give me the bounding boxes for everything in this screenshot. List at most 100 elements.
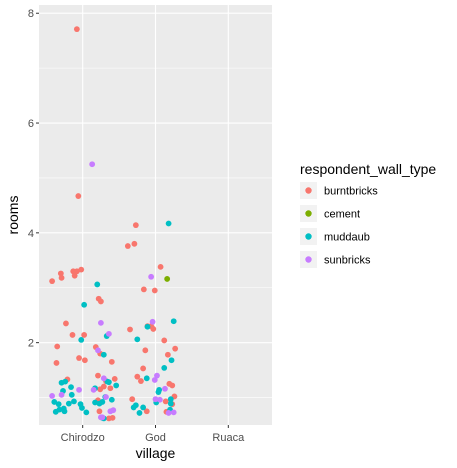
data-point-muddaub [113,382,120,389]
data-point-muddaub [168,357,175,364]
data-point-burntbricks [53,360,60,366]
legend-label-burntbricks: burntbricks [324,186,378,198]
data-point-burntbricks [111,375,118,382]
data-point-burntbricks [131,240,138,247]
data-point-sunbricks [165,410,172,416]
data-point-burntbricks [107,385,114,392]
data-point-sunbricks [49,393,56,399]
data-point-sunbricks [89,161,96,168]
y-axis-title: rooms [5,196,21,235]
data-point-burntbricks [95,295,102,302]
data-point-sunbricks [170,409,177,416]
data-point-muddaub [134,336,141,343]
data-point-muddaub [155,389,162,395]
data-points [49,26,179,422]
data-point-muddaub [92,399,98,406]
data-point-burntbricks [70,268,77,275]
data-point-cement [164,276,171,282]
data-point-muddaub [167,396,174,403]
data-point-burntbricks [150,326,157,332]
data-point-burntbricks [81,332,88,338]
data-point-sunbricks [58,391,65,398]
y-tick-label: 4 [28,228,34,240]
data-point-muddaub [51,399,58,405]
data-point-burntbricks [132,222,139,229]
data-point-burntbricks [54,343,61,350]
data-point-muddaub [167,400,174,407]
data-point-sunbricks [148,273,155,280]
data-point-muddaub [61,408,68,415]
data-point-muddaub [52,408,59,415]
data-point-burntbricks [172,345,179,352]
y-axis-ticks: 2 4 6 8 [28,8,39,350]
data-point-burntbricks [63,320,69,327]
data-point-muddaub [130,404,137,411]
data-point-muddaub [55,401,62,408]
data-point-burntbricks [129,396,136,403]
data-point-sunbricks [90,386,97,393]
data-point-sunbricks [110,407,117,414]
data-point-muddaub [94,281,101,288]
data-point-sunbricks [152,396,159,403]
data-point-sunbricks [156,396,163,403]
y-tick-label: 8 [28,8,34,20]
data-point-burntbricks [134,373,141,380]
data-point-muddaub [71,398,77,405]
data-point-burntbricks [78,266,85,273]
data-point-burntbricks [100,383,107,390]
data-point-muddaub [62,378,69,385]
data-point-muddaub [144,323,151,330]
data-point-muddaub [81,301,88,308]
legend-key-cement [305,210,312,217]
data-point-muddaub [161,365,168,371]
data-point-sunbricks [97,319,104,326]
data-point-burntbricks [73,26,80,33]
data-point-muddaub [170,318,177,325]
data-point-sunbricks [154,372,160,379]
legend-label-cement: cement [324,209,360,221]
x-tick-label: Chirodzo [61,432,105,444]
data-point-burntbricks [151,287,158,294]
data-point-burntbricks [138,378,144,384]
data-point-muddaub [165,220,172,227]
data-point-muddaub [140,404,147,411]
data-point-burntbricks [164,351,171,358]
legend: burntbricks cement muddaub sunbricks [300,182,378,268]
legend-label-sunbricks: sunbricks [324,255,371,267]
legend-label-muddaub: muddaub [324,232,370,244]
data-point-sunbricks [97,414,104,421]
data-point-burntbricks [75,193,82,199]
data-point-sunbricks [103,394,109,400]
data-point-muddaub [108,396,115,403]
data-point-burntbricks [71,272,78,279]
data-point-burntbricks [142,347,149,354]
legend-key-muddaub [305,233,312,240]
data-point-burntbricks [108,358,115,365]
data-point-burntbricks [140,286,147,293]
data-point-muddaub [78,337,85,343]
data-point-sunbricks [149,318,156,325]
data-point-muddaub [136,410,143,416]
data-point-muddaub [143,375,150,382]
data-point-burntbricks [157,263,164,270]
data-point-muddaub [96,400,103,407]
data-point-burntbricks [140,365,147,372]
data-point-sunbricks [100,375,107,382]
data-point-burntbricks [69,332,76,338]
data-point-burntbricks [124,243,131,249]
data-point-burntbricks [161,337,168,344]
data-point-burntbricks [57,270,64,277]
x-axis-ticks: Chirodzo God Ruaca [61,425,245,444]
data-point-sunbricks [95,347,101,354]
data-point-muddaub [79,405,85,411]
legend-title: respondent_wall_type [300,161,436,177]
data-point-muddaub [68,384,74,391]
data-point-burntbricks [49,278,56,285]
data-point-muddaub [65,400,72,407]
data-point-muddaub [83,409,90,416]
data-point-burntbricks [95,372,101,379]
data-point-muddaub [68,391,75,398]
data-point-burntbricks [143,408,150,415]
data-point-muddaub [100,351,107,358]
